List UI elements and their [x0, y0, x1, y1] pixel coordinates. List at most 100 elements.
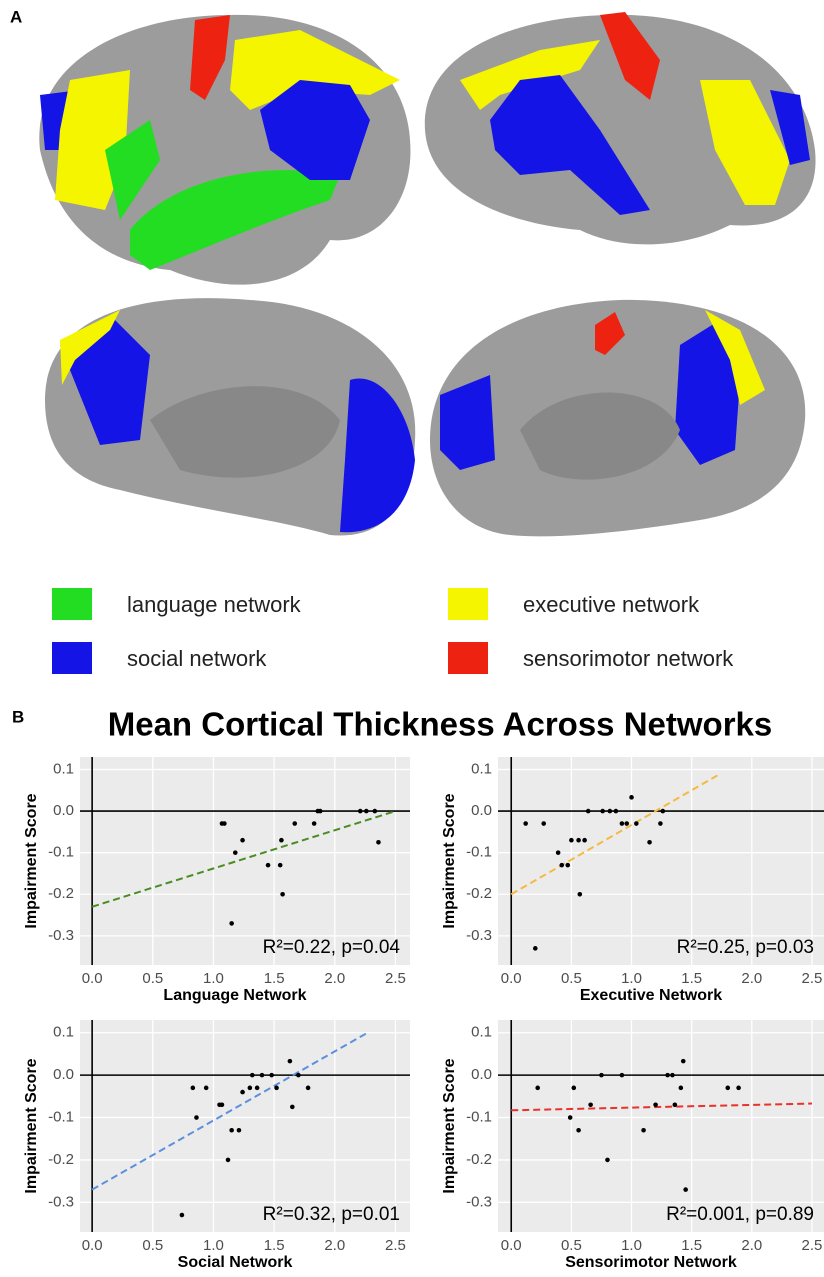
point: [269, 1072, 274, 1078]
point: [541, 821, 547, 826]
point: [274, 1085, 279, 1091]
x-axis-label: Social Network: [178, 1254, 293, 1271]
annotation: R²=0.32, p=0.01: [263, 1204, 400, 1225]
point: [357, 808, 363, 814]
x-tick-label: 1.0: [203, 970, 224, 987]
point: [317, 808, 323, 814]
point: [372, 808, 378, 814]
y-tick-label: -0.3: [48, 1193, 74, 1210]
x-tick-label: 0.5: [561, 1237, 582, 1254]
x-tick-label: 1.5: [264, 1237, 285, 1254]
point: [247, 1085, 253, 1091]
x-tick-label: 0.5: [561, 970, 582, 987]
y-tick-label: 0.0: [471, 1066, 492, 1083]
point: [725, 1085, 731, 1091]
trend-line: [510, 772, 722, 896]
point: [179, 1212, 185, 1218]
point: [565, 862, 571, 868]
point: [203, 1085, 209, 1091]
point: [660, 808, 666, 814]
y-axis-label: Impairment Score: [23, 1058, 40, 1193]
plot-panel: [80, 1020, 410, 1232]
point: [665, 1072, 670, 1078]
point: [287, 1058, 293, 1064]
legend-swatch: [52, 588, 92, 620]
plot-panel: [498, 1020, 824, 1232]
x-axis-label: Sensorimotor Network: [565, 1254, 737, 1271]
legend-swatch: [448, 588, 488, 620]
point: [279, 837, 284, 843]
y-tick-label: 0.1: [53, 760, 74, 777]
annotation: R²=0.001, p=0.89: [666, 1204, 814, 1225]
point: [194, 1115, 199, 1120]
legend-label: sensorimotor network: [523, 646, 734, 671]
point: [613, 808, 619, 814]
point: [641, 1127, 646, 1133]
x-tick-label: 2.0: [324, 1237, 345, 1254]
point: [600, 808, 605, 814]
x-tick-label: 1.0: [621, 970, 642, 987]
x-tick-label: 0.0: [501, 970, 522, 987]
y-axis-label: Impairment Score: [23, 793, 40, 928]
brain-lateral-left: [39, 14, 411, 285]
legend-label: executive network: [523, 592, 700, 617]
point: [559, 862, 565, 868]
point: [577, 891, 583, 897]
point: [229, 1127, 234, 1133]
point: [599, 1072, 604, 1078]
point: [571, 1085, 577, 1091]
point: [535, 1085, 540, 1091]
point: [582, 837, 587, 843]
point: [240, 1089, 245, 1095]
y-tick-label: -0.3: [466, 1193, 492, 1210]
point: [376, 839, 381, 845]
point: [658, 821, 663, 826]
point: [236, 1127, 242, 1133]
point: [585, 808, 591, 814]
plot-panel: [498, 757, 824, 965]
legend-swatch: [448, 642, 488, 674]
legend-label: social network: [127, 646, 267, 671]
point: [647, 839, 652, 845]
x-axis-label: Executive Network: [580, 987, 722, 1004]
brain-medial-left: [45, 298, 416, 536]
x-tick-label: 1.0: [203, 1237, 224, 1254]
point: [219, 1102, 225, 1108]
trend-line: [91, 1031, 369, 1191]
point: [607, 808, 613, 814]
point: [292, 821, 298, 826]
point: [634, 821, 639, 826]
point: [672, 1102, 678, 1108]
point: [629, 795, 634, 800]
point: [588, 1102, 593, 1108]
x-tick-label: 2.0: [741, 1237, 762, 1254]
y-tick-label: -0.2: [466, 1151, 492, 1168]
point: [624, 821, 630, 826]
point: [364, 808, 369, 814]
y-axis-label: Impairment Score: [441, 1058, 458, 1193]
point: [569, 837, 574, 843]
point: [254, 1085, 260, 1091]
y-tick-label: 0.0: [471, 802, 492, 819]
point: [523, 821, 528, 826]
point: [232, 850, 238, 855]
y-tick-label: 0.0: [53, 802, 74, 819]
x-tick-label: 2.0: [324, 970, 345, 987]
y-tick-label: -0.3: [48, 927, 74, 944]
legend-swatch: [52, 642, 92, 674]
trend-line: [91, 810, 396, 908]
annotation: R²=0.22, p=0.04: [263, 937, 401, 958]
point: [305, 1085, 311, 1091]
point: [555, 850, 561, 855]
point: [619, 821, 625, 826]
point: [532, 946, 538, 951]
point: [680, 1058, 686, 1064]
x-tick-label: 2.5: [802, 970, 823, 987]
point: [240, 837, 245, 843]
brain-lateral-right: [424, 12, 816, 245]
brain-medial-right: [430, 299, 806, 537]
point: [225, 1157, 231, 1163]
x-tick-label: 1.5: [681, 970, 702, 987]
x-tick-label: 0.0: [82, 970, 103, 987]
